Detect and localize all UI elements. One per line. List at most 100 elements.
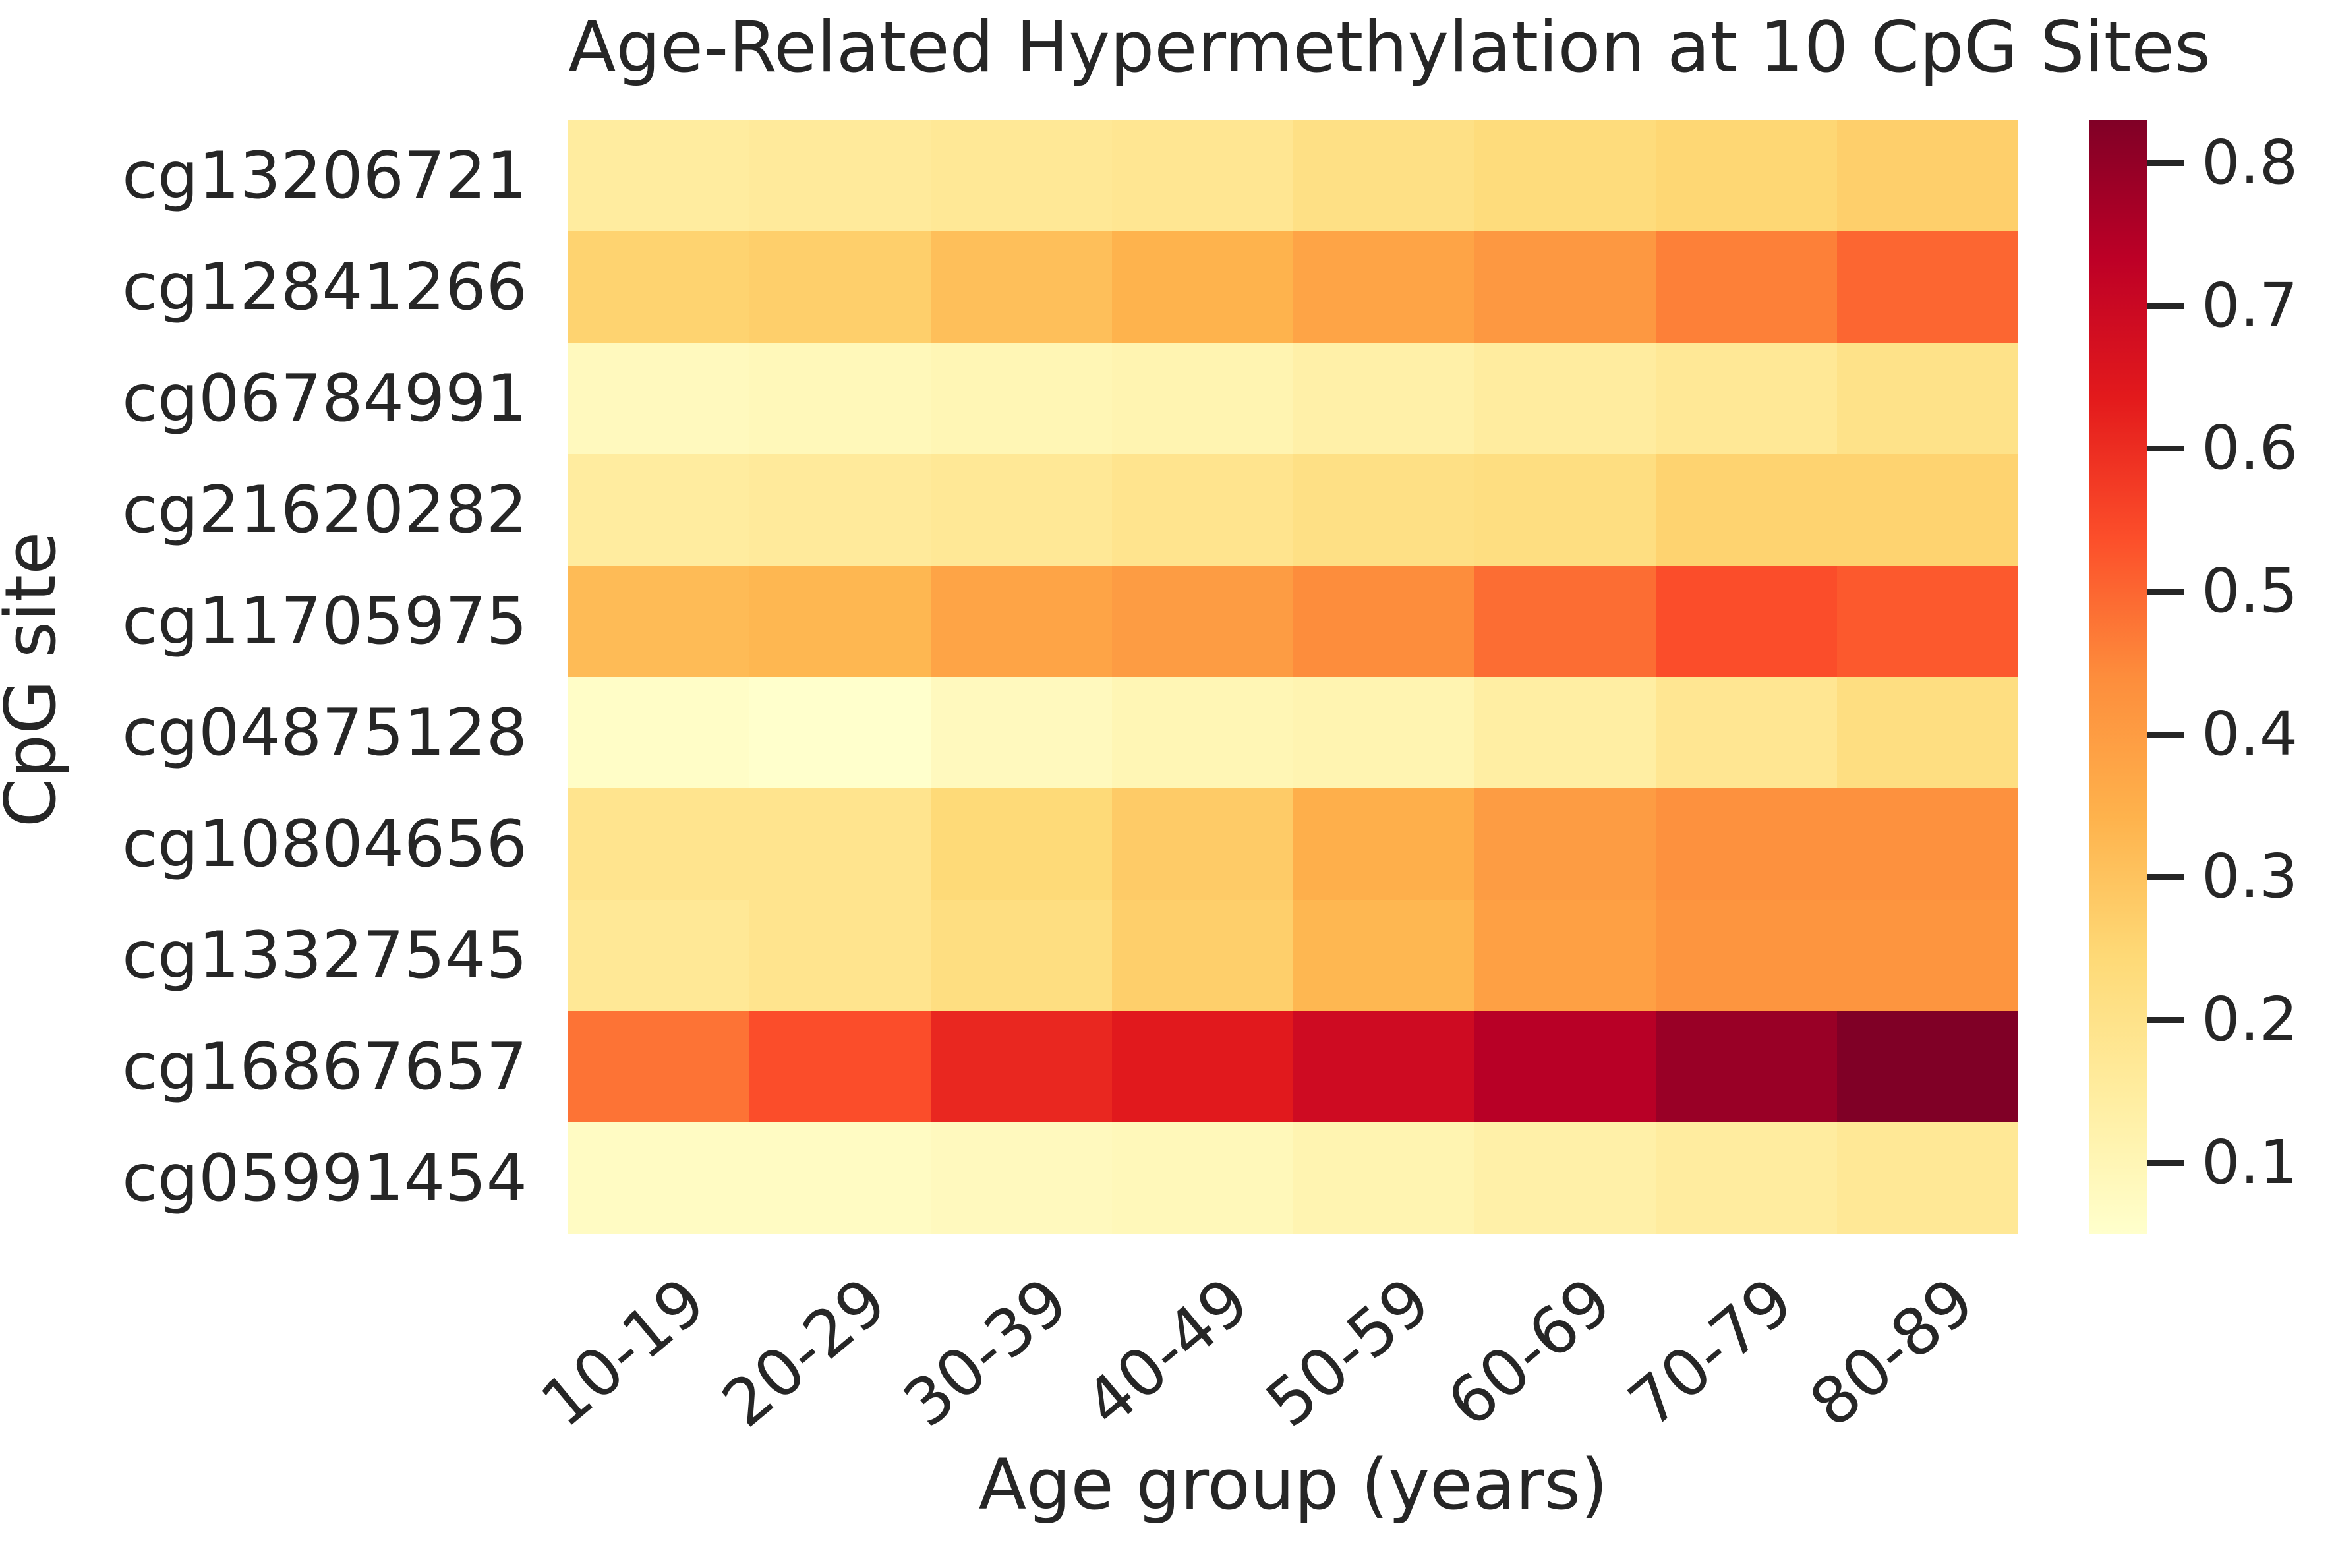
heatmap-cell [1474,1011,1656,1122]
heatmap-cell [1656,1011,1837,1122]
heatmap-cell [1293,566,1474,677]
heatmap-cell [1656,343,1837,454]
colorbar-tick-label: 0.4 [2202,698,2298,769]
heatmap-cell [1474,677,1656,788]
heatmap-cell [1112,231,1293,343]
y-axis-label: CpG site [0,531,71,828]
heatmap-cell [568,120,749,231]
heatmap-cell [1112,454,1293,566]
heatmap-cell [1837,1011,2018,1122]
colorbar-tick-mark [2147,731,2184,738]
heatmap-cell [749,231,931,343]
heatmap-cell [1112,788,1293,900]
y-tick-label: cg12841266 [122,249,527,325]
heatmap-cell [1474,120,1656,231]
colorbar-tick-label: 0.1 [2202,1126,2298,1198]
heatmap-cell [931,788,1112,900]
y-tick-label: cg21620282 [122,472,527,548]
heatmap-cell [931,343,1112,454]
heatmap-cell [1112,566,1293,677]
heatmap-cell [1474,900,1656,1011]
heatmap-cell [1293,120,1474,231]
heatmap-cell [1656,120,1837,231]
y-tick-label: cg13206721 [122,138,527,214]
heatmap-cell [568,454,749,566]
heatmap-cell [1837,231,2018,343]
heatmap-grid [568,120,2018,1234]
heatmap-cell [931,1011,1112,1122]
colorbar-tick-mark [2147,446,2184,452]
y-tick-label: cg11705975 [122,583,527,659]
colorbar-tick-mark [2147,303,2184,309]
heatmap-cell [1293,454,1474,566]
heatmap-cell [568,900,749,1011]
heatmap-cell [1112,1011,1293,1122]
heatmap-cell [1837,677,2018,788]
heatmap-cell [1656,788,1837,900]
heatmap-cell [1293,677,1474,788]
heatmap-cell [1656,900,1837,1011]
heatmap-cell [1293,900,1474,1011]
chart-title: Age-Related Hypermethylation at 10 CpG S… [568,7,2211,88]
heatmap-cell [1474,231,1656,343]
heatmap-cell [1293,1011,1474,1122]
heatmap-cell [749,900,931,1011]
y-tick-label: cg05991454 [122,1140,527,1216]
heatmap-cell [1837,454,2018,566]
heatmap-cell [749,1011,931,1122]
heatmap-cell [1112,677,1293,788]
heatmap-cell [1474,566,1656,677]
heatmap-cell [1474,788,1656,900]
y-tick-label: cg16867657 [122,1029,527,1105]
heatmap-cell [568,1011,749,1122]
y-tick-label: cg04875128 [122,695,527,770]
heatmap-cell [749,120,931,231]
heatmap-cell [568,566,749,677]
y-tick-label: cg06784991 [122,361,527,436]
colorbar [2089,120,2147,1234]
heatmap-cell [931,566,1112,677]
heatmap-cell [931,677,1112,788]
heatmap-cell [1293,343,1474,454]
heatmap-cell [1837,120,2018,231]
heatmap-cell [1656,454,1837,566]
heatmap-cell [1474,1122,1656,1234]
heatmap-cell [1656,231,1837,343]
colorbar-tick-label: 0.7 [2202,270,2298,341]
heatmap-cell [1837,900,2018,1011]
heatmap-cell [1474,343,1656,454]
heatmap-cell [1112,1122,1293,1234]
heatmap-cell [1837,788,2018,900]
colorbar-tick-mark [2147,1017,2184,1023]
heatmap-cell [1112,900,1293,1011]
colorbar-tick-mark [2147,589,2184,595]
heatmap-cell [749,454,931,566]
colorbar-tick-mark [2147,160,2184,166]
heatmap-cell [1837,566,2018,677]
heatmap-cell [1656,677,1837,788]
heatmap-cell [749,677,931,788]
heatmap-cell [1837,1122,2018,1234]
y-tick-label: cg10804656 [122,806,527,882]
heatmap-cell [1293,788,1474,900]
colorbar-tick-mark [2147,874,2184,881]
colorbar-tick-mark [2147,1159,2184,1166]
heatmap-cell [1293,231,1474,343]
heatmap-cell [749,1122,931,1234]
colorbar-tick-label: 0.6 [2202,413,2298,484]
colorbar-tick-label: 0.3 [2202,841,2298,912]
heatmap-cell [749,343,931,454]
heatmap-cell [931,1122,1112,1234]
x-axis-label: Age group (years) [978,1444,1608,1525]
heatmap-cell [1112,343,1293,454]
heatmap-cell [568,677,749,788]
heatmap-cell [1656,1122,1837,1234]
heatmap-cell [749,566,931,677]
colorbar-tick-label: 0.5 [2202,556,2298,626]
heatmap-cell [749,788,931,900]
colorbar-tick-label: 0.8 [2202,127,2298,198]
heatmap-cell [1112,120,1293,231]
heatmap-cell [1837,343,2018,454]
heatmap-cell [1293,1122,1474,1234]
